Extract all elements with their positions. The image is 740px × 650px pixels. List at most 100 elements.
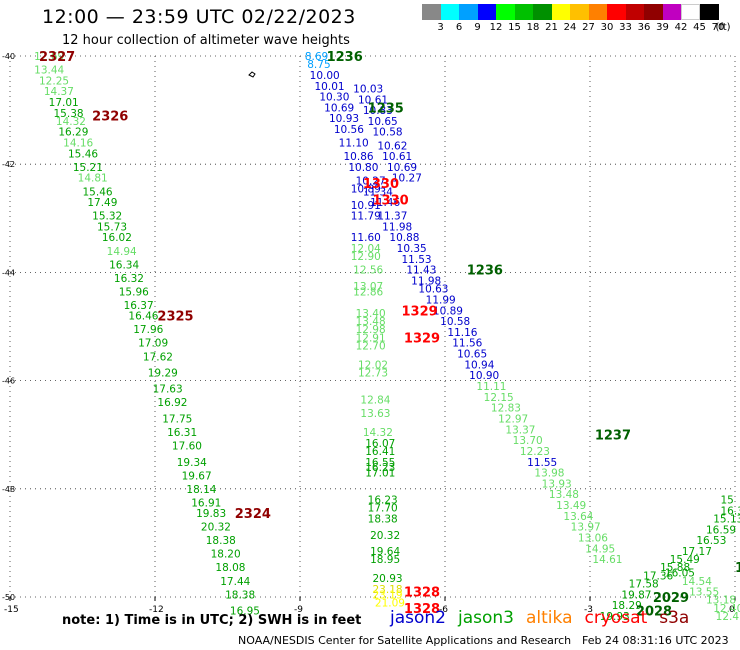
wave-height-value: 10.27 bbox=[356, 175, 386, 187]
wave-height-value: 13.64 bbox=[563, 511, 593, 523]
wave-height-value: 15.88 bbox=[660, 562, 690, 574]
wave-height-value: 16.34 bbox=[109, 259, 139, 271]
wave-height-value: 11.56 bbox=[452, 338, 482, 350]
wave-height-value: 23.18 bbox=[373, 584, 403, 596]
wave-height-value: 12.56 bbox=[353, 265, 383, 277]
wave-height-value: 12.02 bbox=[358, 359, 388, 371]
wave-height-value: 15.21 bbox=[73, 162, 103, 174]
wave-height-value: 12.4 bbox=[716, 611, 740, 623]
wave-height-value: 19.93 bbox=[600, 611, 630, 623]
wave-height-value: 16.46 bbox=[128, 311, 158, 323]
wave-height-value: 12.70 bbox=[356, 340, 386, 352]
wave-height-value: 11.11 bbox=[476, 381, 506, 393]
track-pass-label: 2326 bbox=[92, 110, 128, 125]
wave-height-value: 10.61 bbox=[382, 151, 412, 163]
wave-height-value: 18.29 bbox=[612, 600, 642, 612]
lat-tick-label: -44 bbox=[2, 268, 15, 277]
wave-height-value: 16.32 bbox=[114, 273, 144, 285]
track-pass-label: 1329 bbox=[404, 331, 440, 346]
wave-height-value: 10.65 bbox=[457, 349, 487, 361]
wave-height-value: 13.07 bbox=[353, 281, 383, 293]
legend-swatch bbox=[514, 4, 534, 20]
wave-height-value: 14.61 bbox=[592, 554, 622, 566]
wave-height-value: 17.62 bbox=[143, 351, 173, 363]
track-pass-label: 1329 bbox=[402, 304, 438, 319]
track-pass-label: 2325 bbox=[157, 310, 193, 325]
wave-height-value: 10.30 bbox=[319, 92, 349, 104]
footer-note: note: 1) Time is in UTC; 2) SWH is in fe… bbox=[62, 613, 362, 628]
wave-height-value: 17.60 bbox=[172, 441, 202, 453]
legend-unit: (ft) bbox=[715, 22, 731, 33]
legend-swatch bbox=[533, 4, 552, 20]
wave-height-value: 17.36 bbox=[643, 570, 673, 582]
wave-height-value: 10.83 bbox=[363, 105, 393, 117]
legend-swatch bbox=[570, 4, 589, 20]
lon-tick-label: -6 bbox=[439, 605, 448, 615]
wave-height-value: 15.49 bbox=[670, 554, 700, 566]
wave-height-value: 13.98 bbox=[534, 468, 564, 480]
wave-height-value: 19.83 bbox=[196, 508, 226, 520]
wave-height-value: 11.53 bbox=[402, 254, 432, 266]
legend-tick-label: 21 bbox=[545, 22, 558, 33]
legend-swatch bbox=[551, 4, 571, 20]
wave-height-value: 8.75 bbox=[307, 59, 330, 71]
wave-height-value: 11.37 bbox=[377, 211, 407, 223]
wave-height-value: 15.73 bbox=[97, 221, 127, 233]
wave-height-value: 15.32 bbox=[92, 211, 122, 223]
legend-swatch bbox=[644, 4, 663, 20]
wave-height-value: 14.81 bbox=[78, 173, 108, 185]
wave-height-value: 10.61 bbox=[358, 94, 388, 106]
wave-height-value: 12.98 bbox=[356, 324, 386, 336]
legend-tick-label: 12 bbox=[489, 22, 503, 33]
wave-height-value: 12.15 bbox=[484, 392, 514, 404]
wave-height-value: 14.32 bbox=[56, 116, 86, 128]
wave-height-value: 10.62 bbox=[377, 140, 407, 152]
wave-height-value: 18.38 bbox=[206, 535, 236, 547]
satellite-legend: jason2 jason3 altika cryosat s3a bbox=[390, 608, 701, 628]
wave-height-value: 10.69 bbox=[324, 102, 354, 114]
legend-tick-label: 9 bbox=[474, 22, 481, 33]
wave-height-value: 13.44 bbox=[34, 65, 64, 77]
wave-height-value: 10.91 bbox=[351, 200, 381, 212]
wave-height-value: 14.37 bbox=[44, 86, 74, 98]
wave-height-value: 12.73 bbox=[358, 367, 388, 379]
legend-swatch bbox=[625, 4, 645, 20]
wave-height-value: 17.44 bbox=[220, 576, 250, 588]
lon-tick-label: -3 bbox=[584, 605, 593, 615]
wave-height-value: 10.58 bbox=[373, 127, 403, 139]
wave-height-value: 16.91 bbox=[191, 497, 221, 509]
wave-height-value: 11.55 bbox=[527, 457, 557, 469]
wave-height-value: 19.64 bbox=[370, 546, 400, 558]
wave-height-value: 10.88 bbox=[389, 232, 419, 244]
wave-height-value: 8.69 bbox=[305, 51, 328, 63]
wave-height-value: 17.01 bbox=[49, 97, 79, 109]
satellite-jason3: jason3 bbox=[458, 608, 514, 628]
wave-height-value: 16.23 bbox=[365, 462, 395, 474]
wave-height-value: 16.59 bbox=[706, 524, 736, 536]
generated-timestamp: Feb 24 08:31:16 UTC 2023 bbox=[582, 634, 729, 647]
lat-tick-label: -40 bbox=[2, 52, 15, 61]
track-pass-label: 2327 bbox=[39, 50, 75, 65]
lat-tick-label: -42 bbox=[2, 160, 15, 169]
track-pass-label: 2028 bbox=[636, 605, 672, 620]
wave-height-value: 12.40 bbox=[713, 603, 740, 615]
map-title: 12:00 — 23:59 UTC 02/22/2023 bbox=[42, 6, 356, 28]
wave-height-value: 11.99 bbox=[426, 294, 456, 306]
legend-swatch bbox=[496, 4, 515, 20]
legend-swatch bbox=[607, 4, 626, 20]
wave-height-value: 18.14 bbox=[186, 484, 216, 496]
wave-height-value: 11.98 bbox=[411, 276, 441, 288]
wave-height-value: 17.96 bbox=[133, 324, 163, 336]
wave-height-value: 10.69 bbox=[387, 162, 417, 174]
wave-height-value: 20.32 bbox=[370, 530, 400, 542]
satellite-jason2: jason2 bbox=[390, 608, 446, 628]
lon-tick-label: -12 bbox=[149, 605, 164, 615]
wave-height-value: 18.38 bbox=[225, 589, 255, 601]
wave-height-value: 17.70 bbox=[368, 503, 398, 515]
legend-tick-label: 36 bbox=[637, 22, 651, 33]
satellite-s3a: s3a bbox=[659, 608, 690, 628]
wave-height-value: 16.53 bbox=[696, 535, 726, 547]
lon-tick-label: 0 bbox=[729, 605, 735, 615]
lat-tick-label: -48 bbox=[2, 485, 15, 494]
wave-height-value: 23.19 bbox=[373, 589, 403, 601]
